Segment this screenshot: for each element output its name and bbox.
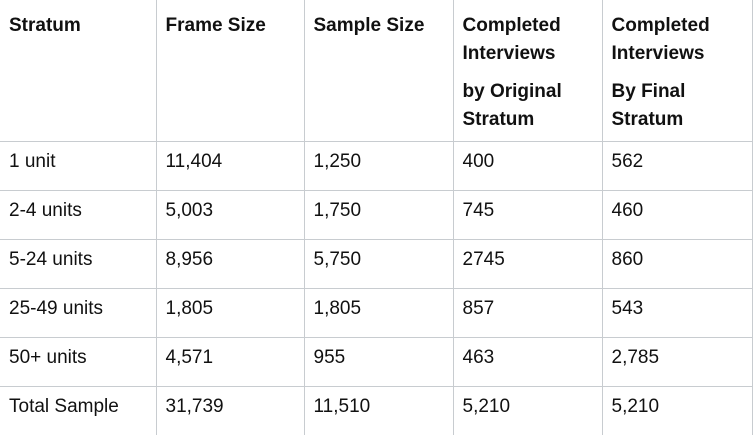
header-line: Stratum [462, 109, 535, 130]
header-completed-original: Completed Interviews by Original Stratum [453, 0, 603, 142]
header-line: Sample Size [313, 15, 425, 36]
cell-completed-final: 543 [602, 288, 753, 338]
cell-stratum: Total Sample [0, 386, 157, 435]
cell-completed-original: 400 [453, 141, 603, 191]
header-line: Stratum [9, 15, 81, 36]
cell-completed-original: 2745 [453, 239, 603, 289]
header-completed-final: Completed Interviews By Final Stratum [602, 0, 753, 142]
cell-completed-final: 5,210 [602, 386, 753, 435]
header-line: Completed [462, 15, 561, 36]
header-line: Stratum [611, 109, 684, 130]
cell-completed-final: 562 [602, 141, 753, 191]
cell-completed-original: 5,210 [453, 386, 603, 435]
header-frame-size: Frame Size [156, 0, 305, 142]
header-line: Interviews [462, 43, 556, 64]
cell-sample-size: 955 [304, 337, 454, 387]
table-row: 50+ units 4,571 955 463 2,785 [0, 337, 753, 387]
cell-sample-size: 5,750 [304, 239, 454, 289]
cell-stratum: 2-4 units [0, 190, 157, 240]
cell-completed-original: 745 [453, 190, 603, 240]
cell-frame-size: 11,404 [156, 141, 305, 191]
table-row: 25-49 units 1,805 1,805 857 543 [0, 288, 753, 338]
cell-completed-final: 460 [602, 190, 753, 240]
table-row: 2-4 units 5,003 1,750 745 460 [0, 190, 753, 240]
cell-completed-original: 463 [453, 337, 603, 387]
header-stratum: Stratum [0, 0, 157, 142]
cell-completed-original: 857 [453, 288, 603, 338]
table-row: 5-24 units 8,956 5,750 2745 860 [0, 239, 753, 289]
header-line: By Final [611, 81, 686, 102]
cell-sample-size: 1,805 [304, 288, 454, 338]
table-row: 1 unit 11,404 1,250 400 562 [0, 141, 753, 191]
cell-completed-final: 2,785 [602, 337, 753, 387]
cell-frame-size: 4,571 [156, 337, 305, 387]
header-sample-size: Sample Size [304, 0, 454, 142]
header-line: by Original [462, 81, 562, 102]
header-line: Frame Size [165, 15, 266, 36]
table-row-total: Total Sample 31,739 11,510 5,210 5,210 [0, 386, 753, 435]
header-line: Completed [611, 15, 710, 36]
cell-stratum: 50+ units [0, 337, 157, 387]
cell-frame-size: 31,739 [156, 386, 305, 435]
header-line: Interviews [611, 43, 705, 64]
cell-stratum: 5-24 units [0, 239, 157, 289]
cell-stratum: 1 unit [0, 141, 157, 191]
cell-completed-final: 860 [602, 239, 753, 289]
cell-frame-size: 5,003 [156, 190, 305, 240]
header-row: Stratum Frame Size Sample Size Completed… [0, 0, 753, 142]
cell-frame-size: 1,805 [156, 288, 305, 338]
cell-sample-size: 1,250 [304, 141, 454, 191]
cell-sample-size: 1,750 [304, 190, 454, 240]
cell-stratum: 25-49 units [0, 288, 157, 338]
cell-frame-size: 8,956 [156, 239, 305, 289]
cell-sample-size: 11,510 [304, 386, 454, 435]
